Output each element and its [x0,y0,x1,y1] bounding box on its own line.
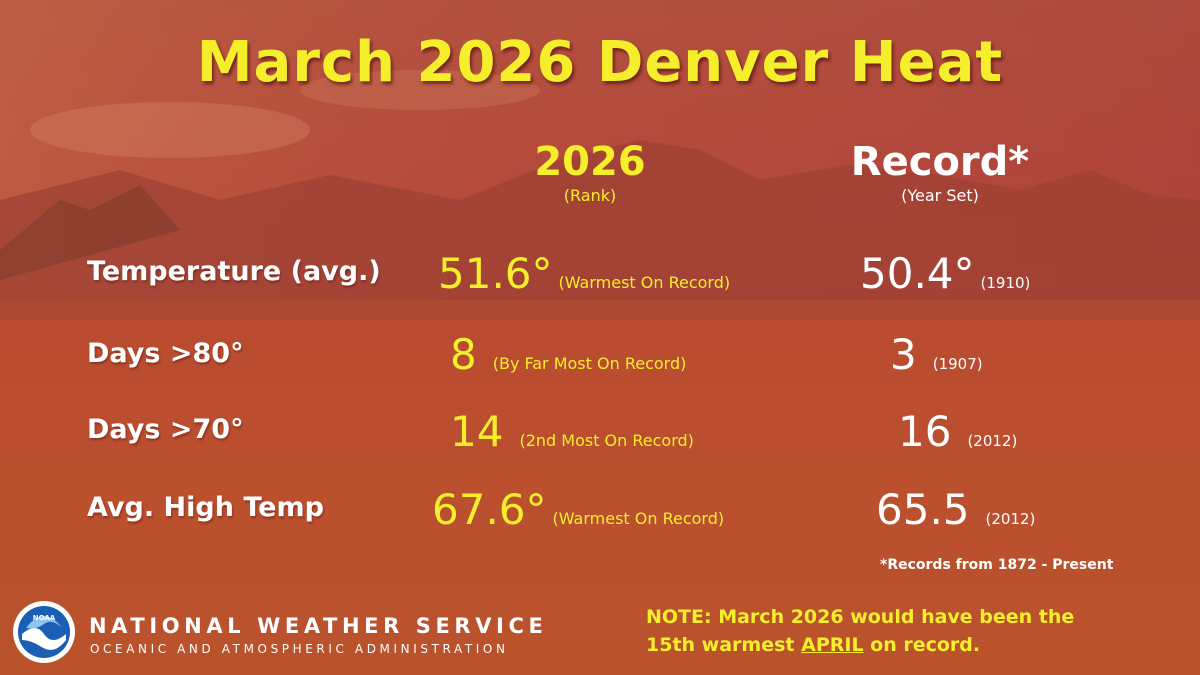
record-number: 65.5 [876,485,970,534]
cloud-shape-2 [300,70,540,110]
record-value-avg-high: 65.5 (2012) [876,485,1035,534]
value-number: 67.6° [432,485,547,534]
column-subheading-rank: (Rank) [563,186,617,205]
rank-note: (Warmest On Record) [552,509,725,528]
cloud-shape [30,102,310,158]
note-text: NOTE: March 2026 would have been the 15t… [646,603,1166,659]
note-emphasis-april: APRIL [801,634,864,656]
parent-agency-name: OCEANIC AND ATMOSPHERIC ADMINISTRATION [90,642,509,656]
value-number: 8 [450,330,477,379]
records-footnote: *Records from 1872 - Present [880,557,1114,573]
record-value-days-over-80: 3 (1907) [890,330,983,379]
record-number: 50.4° [860,249,975,298]
noaa-logo-text: NOAA [33,614,56,622]
value-number: 51.6° [438,249,553,298]
column-heading-2026: 2026 [534,139,646,185]
mountain-silhouette [0,140,1200,320]
note-line-1: NOTE: March 2026 would have been the [646,606,1075,628]
note-line-2-suffix: on record. [863,634,981,656]
record-number: 3 [890,330,917,379]
record-value-temperature: 50.4° (1910) [860,249,1030,298]
noaa-logo-icon: NOAA [13,601,75,663]
column-header-2026: 2026 (Rank) [490,140,690,206]
current-value-days-over-80: 8 (By Far Most On Record) [450,330,686,379]
column-header-record: Record* (Year Set) [830,140,1050,206]
note-line-2-prefix: 15th warmest [646,634,802,656]
row-label-avg-high: Avg. High Temp [87,492,324,523]
note-line-2: 15th warmest APRIL on record. [646,631,1166,659]
record-year: (2012) [967,432,1018,450]
value-number: 14 [450,407,504,456]
current-value-temperature: 51.6° (Warmest On Record) [438,249,730,298]
record-number: 16 [898,407,952,456]
meadow-tint [0,300,1200,675]
rank-note: (2nd Most On Record) [519,431,694,450]
page-title: March 2026 Denver Heat [196,30,1004,95]
current-value-days-over-70: 14 (2nd Most On Record) [450,407,694,456]
record-year: (1907) [932,355,983,373]
tree-silhouette [0,185,180,280]
record-year: (1910) [980,274,1031,292]
rank-note: (By Far Most On Record) [492,354,687,373]
row-label-temperature: Temperature (avg.) [87,256,381,287]
row-label-days-over-70: Days >70° [87,414,244,445]
current-value-avg-high: 67.6° (Warmest On Record) [432,485,724,534]
record-year: (2012) [985,510,1036,528]
nws-branding: NOAA NATIONAL WEATHER SERVICE OCEANIC AN… [12,600,572,664]
agency-name: NATIONAL WEATHER SERVICE [89,614,548,638]
rank-note: (Warmest On Record) [558,273,731,292]
column-heading-record: Record* [850,139,1030,185]
column-subheading-year-set: (Year Set) [901,186,979,205]
record-value-days-over-70: 16 (2012) [898,407,1017,456]
row-label-days-over-80: Days >80° [87,338,244,369]
